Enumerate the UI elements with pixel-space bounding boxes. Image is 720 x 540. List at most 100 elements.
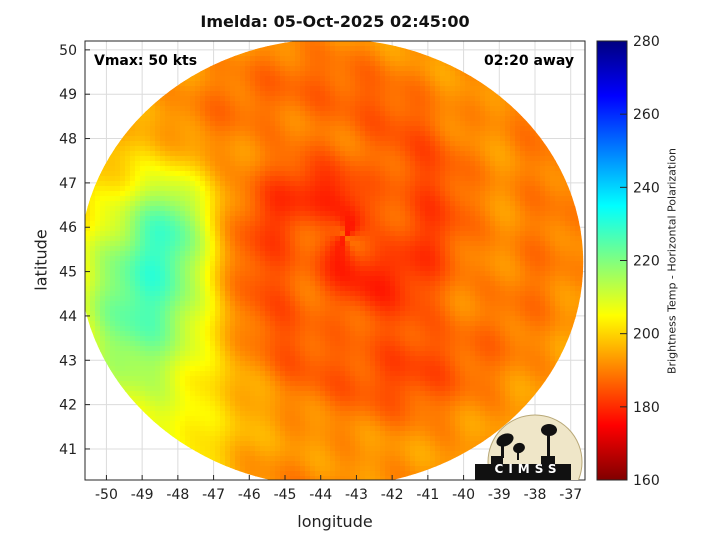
- swath-pixel: [275, 311, 281, 317]
- swath-pixel: [300, 311, 306, 317]
- swath-pixel: [270, 171, 276, 177]
- swath-pixel: [270, 186, 276, 192]
- swath-pixel: [170, 271, 176, 277]
- swath-pixel: [140, 306, 146, 312]
- swath-pixel: [175, 141, 181, 147]
- swath-pixel: [280, 441, 286, 447]
- swath-pixel: [155, 111, 161, 117]
- swath-pixel: [295, 191, 301, 197]
- swath-pixel: [325, 411, 331, 417]
- swath-pixel: [185, 436, 191, 442]
- swath-pixel: [185, 351, 191, 357]
- swath-pixel: [160, 196, 166, 202]
- swath-pixel: [340, 106, 346, 112]
- swath-pixel: [215, 336, 221, 342]
- swath-pixel: [210, 76, 216, 82]
- swath-pixel: [340, 421, 346, 427]
- swath-pixel: [305, 191, 311, 197]
- swath-pixel: [265, 341, 271, 347]
- swath-pixel: [320, 466, 326, 472]
- swath-pixel: [350, 66, 356, 72]
- swath-pixel: [300, 376, 306, 382]
- swath-pixel: [155, 401, 161, 407]
- swath-pixel: [335, 341, 341, 347]
- swath-pixel: [105, 281, 111, 287]
- swath-pixel: [150, 251, 156, 257]
- swath-pixel: [330, 131, 336, 137]
- swath-pixel: [200, 331, 206, 337]
- swath-pixel: [170, 206, 176, 212]
- swath-pixel: [350, 116, 356, 122]
- swath-pixel: [245, 221, 251, 227]
- swath-pixel: [355, 396, 361, 402]
- swath-pixel: [180, 421, 186, 427]
- swath-pixel: [320, 201, 326, 207]
- swath-pixel: [170, 351, 176, 357]
- swath-pixel: [210, 66, 216, 72]
- swath-pixel: [325, 106, 331, 112]
- swath-pixel: [315, 296, 321, 302]
- swath-pixel: [205, 206, 211, 212]
- swath-pixel: [110, 156, 116, 162]
- swath-pixel: [345, 116, 351, 122]
- swath-pixel: [200, 211, 206, 217]
- swath-pixel: [305, 141, 311, 147]
- swath-pixel: [325, 441, 331, 447]
- swath-pixel: [325, 136, 331, 142]
- swath-pixel: [310, 226, 316, 232]
- swath-pixel: [155, 386, 161, 392]
- swath-pixel: [280, 421, 286, 427]
- swath-pixel: [195, 271, 201, 277]
- swath-pixel: [280, 191, 286, 197]
- swath-pixel: [280, 416, 286, 422]
- swath-pixel: [165, 336, 171, 342]
- swath-pixel: [170, 241, 176, 247]
- swath-pixel: [275, 436, 281, 442]
- swath-pixel: [105, 361, 111, 367]
- swath-pixel: [180, 356, 186, 362]
- swath-pixel: [185, 136, 191, 142]
- swath-pixel: [360, 196, 366, 202]
- swath-pixel: [355, 351, 361, 357]
- swath-pixel: [255, 206, 261, 212]
- swath-pixel: [155, 261, 161, 267]
- swath-pixel: [170, 341, 176, 347]
- swath-pixel: [315, 331, 321, 337]
- swath-pixel: [220, 111, 226, 117]
- swath-pixel: [190, 221, 196, 227]
- swath-pixel: [255, 126, 261, 132]
- swath-pixel: [245, 376, 251, 382]
- swath-pixel: [215, 216, 221, 222]
- swath-pixel: [290, 471, 296, 477]
- swath-pixel: [355, 71, 361, 77]
- swath-pixel: [240, 271, 246, 277]
- swath-pixel: [215, 311, 221, 317]
- swath-pixel: [325, 201, 331, 207]
- swath-pixel: [300, 66, 306, 72]
- swath-pixel: [235, 61, 241, 67]
- swath-pixel: [120, 371, 126, 377]
- swath-pixel: [105, 326, 111, 332]
- swath-pixel: [330, 461, 336, 467]
- swath-pixel: [185, 381, 191, 387]
- swath-pixel: [150, 386, 156, 392]
- swath-pixel: [155, 246, 161, 252]
- swath-pixel: [275, 386, 281, 392]
- swath-pixel: [350, 226, 356, 232]
- swath-pixel: [310, 206, 316, 212]
- swath-pixel: [285, 121, 291, 127]
- swath-pixel: [140, 166, 146, 172]
- swath-pixel: [245, 116, 251, 122]
- swath-pixel: [345, 286, 351, 292]
- swath-pixel: [135, 321, 141, 327]
- swath-pixel: [320, 336, 326, 342]
- swath-pixel: [205, 141, 211, 147]
- swath-pixel: [305, 96, 311, 102]
- swath-pixel: [220, 166, 226, 172]
- swath-pixel: [125, 191, 131, 197]
- swath-pixel: [355, 426, 361, 432]
- swath-pixel: [250, 431, 256, 437]
- swath-pixel: [190, 351, 196, 357]
- swath-pixel: [205, 416, 211, 422]
- swath-pixel: [295, 201, 301, 207]
